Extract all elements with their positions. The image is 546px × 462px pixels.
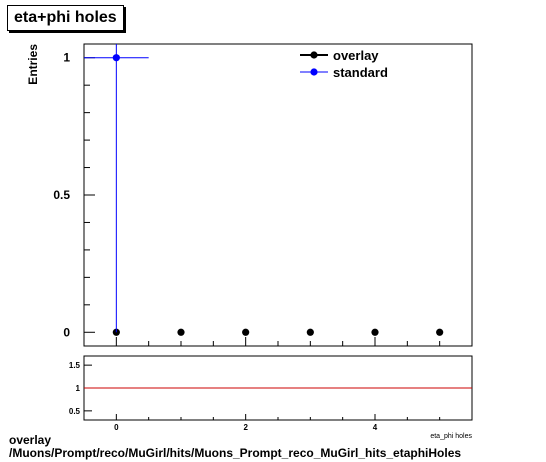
ratio-y-tick-label: 0.5	[69, 407, 81, 416]
x-axis-label: eta_phi holes	[430, 433, 472, 440]
legend-marker	[310, 51, 318, 59]
y-axis-label: Entries	[26, 44, 40, 85]
main-plot-frame	[83, 43, 473, 347]
ratio-x-tick-label: 4	[373, 423, 378, 432]
legend-label: overlay	[333, 48, 379, 63]
ratio-y-tick-label: 1	[76, 384, 81, 393]
ratio-y-tick-label: 1.5	[69, 361, 81, 370]
y-tick-label: 1	[63, 51, 70, 65]
standard-point	[112, 54, 120, 62]
y-tick-label: 0.5	[53, 188, 70, 202]
ratio-x-tick-label: 2	[243, 423, 248, 432]
overlay-point	[306, 328, 314, 336]
caption-line-1: overlay	[9, 433, 52, 447]
overlay-point	[436, 328, 444, 336]
y-tick-label: 0	[63, 325, 70, 339]
legend-marker	[310, 68, 318, 76]
legend-label: standard	[333, 65, 388, 80]
ratio-x-tick-label: 0	[114, 423, 119, 432]
chart-title: eta+phi holes	[7, 5, 124, 31]
caption-line-2: /Muons/Prompt/reco/MuGirl/hits/Muons_Pro…	[9, 446, 462, 460]
overlay-point	[177, 328, 185, 336]
overlay-point	[242, 328, 250, 336]
overlay-point	[371, 328, 379, 336]
